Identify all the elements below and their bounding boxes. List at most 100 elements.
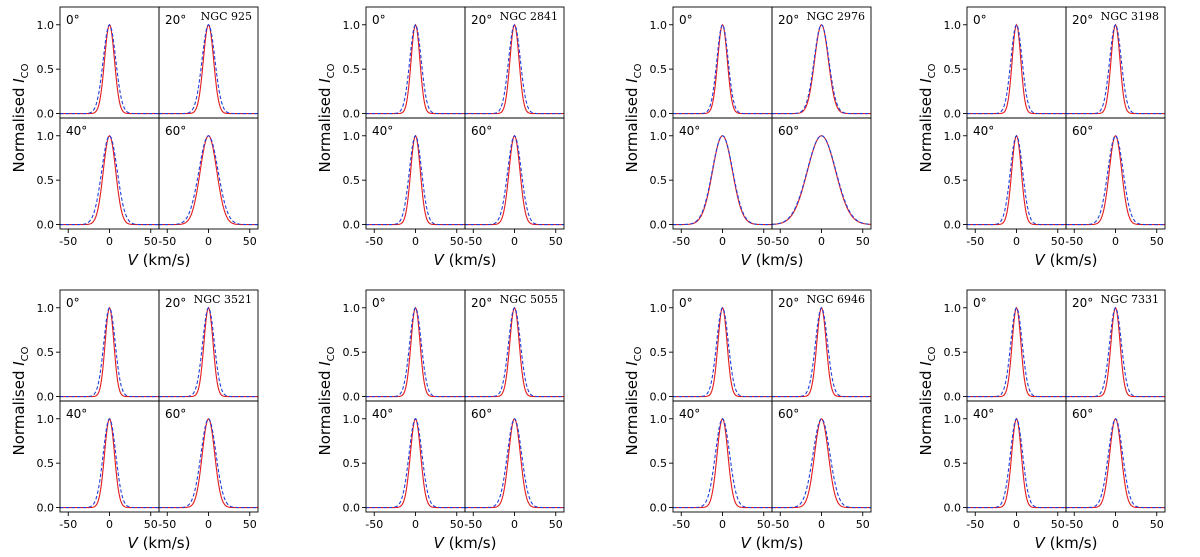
y-tick-label: 0.5 <box>650 174 668 187</box>
model-line-solid <box>967 306 1066 398</box>
x-tick-label: 50 <box>549 518 563 531</box>
inclination-label: 20° <box>778 13 799 27</box>
inclination-label: 0° <box>372 296 386 310</box>
y-axis-label-symbol: I <box>917 361 935 366</box>
inclination-label: 60° <box>165 407 186 421</box>
y-tick-label: 0.5 <box>650 63 668 76</box>
x-tick-label: 0 <box>412 518 419 531</box>
model-line-solid <box>771 135 872 225</box>
y-tick-label: 1.0 <box>343 19 361 32</box>
inclination-label: 0° <box>973 296 987 310</box>
y-tick-label: 1.0 <box>944 130 962 143</box>
y-axis-label-text: Normalised <box>623 83 641 173</box>
y-tick-label: 0.5 <box>343 346 361 359</box>
y-tick-label: 0.0 <box>650 219 668 232</box>
model-line-dashed <box>159 24 258 115</box>
model-line-solid <box>1066 306 1165 398</box>
y-tick-label: 0.5 <box>944 457 962 470</box>
x-tick-label: 0 <box>818 235 825 248</box>
model-line-dashed <box>772 306 871 398</box>
inclination-label: 60° <box>1072 124 1093 138</box>
x-tick-label: 0 <box>511 518 518 531</box>
x-tick-label: 0 <box>1112 235 1119 248</box>
model-line-solid <box>159 23 258 115</box>
y-axis-label-text: Normalised <box>316 366 334 456</box>
x-tick-label: -50 <box>158 518 176 531</box>
x-tick-label: 50 <box>757 235 771 248</box>
y-axis-label-symbol: I <box>10 361 28 366</box>
model-line-dashed <box>366 134 465 226</box>
x-axis-label-symbol: V <box>1035 251 1047 269</box>
model-line-solid <box>159 135 258 226</box>
y-tick-label: 0.0 <box>37 391 55 404</box>
model-line-dashed <box>465 306 564 398</box>
y-tick-label: 0.0 <box>343 391 361 404</box>
y-tick-label: 1.0 <box>650 130 668 143</box>
y-axis-label: Normalised ICO <box>10 63 31 172</box>
y-tick-label: 1.0 <box>37 130 55 143</box>
inclination-label: 20° <box>165 296 186 310</box>
subpanel: 40° 0.0 0.5 1.0 -50 0 50 <box>37 400 160 531</box>
model-line-dashed <box>967 306 1066 398</box>
x-tick-label: 50 <box>243 235 257 248</box>
y-tick-label: 0.5 <box>37 346 55 359</box>
y-tick-label: 0.5 <box>944 346 962 359</box>
x-axis-label-symbol: V <box>434 251 446 269</box>
y-tick-label: 0.5 <box>343 63 361 76</box>
subpanel: 20° <box>464 6 565 119</box>
y-axis-label: Normalised ICO <box>917 63 938 172</box>
x-tick-label: -50 <box>1065 518 1083 531</box>
model-line-dashed <box>673 135 772 226</box>
y-axis-label-symbol: I <box>316 78 334 83</box>
x-tick-label: -50 <box>771 235 789 248</box>
y-tick-label: 0.0 <box>37 219 55 232</box>
x-tick-label: 50 <box>450 235 464 248</box>
y-axis-label-subscript: CO <box>927 346 938 361</box>
inclination-label: 60° <box>471 124 492 138</box>
subpanel: 0° 0.0 0.5 1.0 <box>944 6 1067 121</box>
model-line-solid <box>159 417 258 509</box>
model-line-solid <box>366 306 465 398</box>
model-line-dashed <box>673 306 772 398</box>
x-tick-label: 50 <box>549 235 563 248</box>
inclination-label: 40° <box>66 407 87 421</box>
subpanel: 20° <box>464 289 565 402</box>
x-axis-label-symbol: V <box>128 534 140 552</box>
x-tick-label: 0 <box>1013 518 1020 531</box>
x-tick-label: -50 <box>966 518 984 531</box>
galaxy-name: NGC 3198 <box>1101 10 1159 23</box>
inclination-label: 40° <box>973 407 994 421</box>
y-axis-label: Normalised ICO <box>10 346 31 455</box>
model-line-solid <box>772 418 871 509</box>
model-line-solid <box>366 134 465 226</box>
subpanel: 40° 0.0 0.5 1.0 -50 0 50 <box>944 117 1067 248</box>
x-tick-label: -50 <box>1065 235 1083 248</box>
y-tick-label: 0.0 <box>37 108 55 121</box>
x-tick-label: -50 <box>365 235 383 248</box>
model-line-dashed <box>465 418 564 509</box>
y-axis-label-text: Normalised <box>10 366 28 456</box>
inclination-label: 40° <box>66 124 87 138</box>
x-axis-label-symbol: V <box>128 251 140 269</box>
model-line-dashed <box>366 23 465 115</box>
y-axis-label-subscript: CO <box>633 346 644 361</box>
model-line-dashed <box>771 135 872 225</box>
y-tick-label: 1.0 <box>650 19 668 32</box>
y-axis-label: Normalised ICO <box>316 63 337 172</box>
x-tick-label: 50 <box>450 518 464 531</box>
y-axis-label-symbol: I <box>623 361 641 366</box>
x-tick-label: 50 <box>144 235 158 248</box>
model-line-solid <box>465 134 564 226</box>
model-line-solid <box>673 135 772 226</box>
x-tick-label: -50 <box>59 235 77 248</box>
x-tick-label: 0 <box>205 518 212 531</box>
model-line-dashed <box>673 23 772 115</box>
model-line-dashed <box>465 135 564 226</box>
galaxy-panel: 0° 0.0 0.5 1.0 20° 40° 0.0 0.5 1.0 -50 0 50 60° -50 0 5… <box>623 6 872 269</box>
x-axis-label-unit: (km/s) <box>751 534 804 552</box>
y-tick-label: 1.0 <box>944 302 962 315</box>
x-axis-label: V (km/s) <box>434 251 497 269</box>
inclination-label: 20° <box>471 296 492 310</box>
x-tick-label: -50 <box>771 518 789 531</box>
